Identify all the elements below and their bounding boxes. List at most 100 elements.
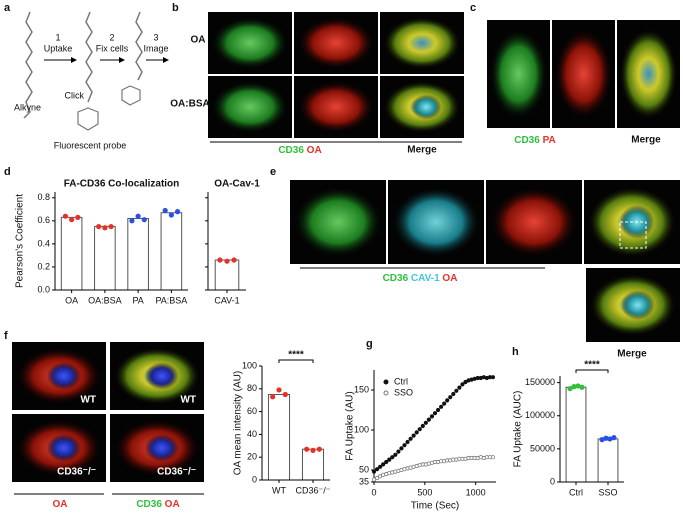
cell-signal	[554, 28, 613, 120]
chart-title: FA-CD36 Co-localization	[64, 179, 180, 190]
micrographs	[12, 12, 680, 482]
cell-signal	[297, 16, 375, 70]
legend-word: CD36	[514, 135, 540, 146]
legend: OA	[53, 499, 68, 510]
legend-label: Ctrl	[394, 376, 408, 386]
y-tick-label: 100	[242, 360, 257, 370]
probe-label: Fluorescent probe	[54, 140, 127, 150]
x-tick-label: 1000	[466, 487, 486, 497]
legend-word: OA	[307, 145, 322, 156]
nucleus	[411, 94, 442, 120]
data-point	[270, 394, 276, 400]
data-point	[435, 407, 441, 413]
data-point	[174, 209, 181, 215]
data-point	[607, 436, 613, 442]
image-tag: WT	[80, 395, 96, 406]
data-point	[217, 257, 223, 263]
bar	[565, 386, 587, 483]
bar	[160, 212, 183, 291]
panel-letter: h	[512, 346, 519, 358]
data-point	[231, 257, 237, 263]
bar	[301, 448, 325, 481]
data-point	[168, 212, 174, 218]
data-point	[96, 223, 102, 230]
image-tag: CD36⁻/⁻	[157, 467, 196, 478]
legend: CD36 OA	[278, 145, 321, 156]
panel-letter: e	[270, 166, 276, 178]
y-tick-label: 0.4	[37, 238, 50, 248]
nucleus	[46, 362, 81, 390]
legend: CD36 PA	[514, 135, 556, 146]
y-tick-label: 0.8	[37, 192, 50, 202]
legend-word: OA	[165, 499, 180, 510]
legend-word: CD36	[383, 273, 409, 284]
legend-word: CD36	[136, 499, 162, 510]
nucleus	[620, 290, 655, 320]
data-point	[135, 213, 141, 219]
cell-signal	[293, 186, 383, 258]
data-point	[141, 217, 147, 223]
data-point	[599, 437, 605, 443]
data-point	[423, 420, 428, 425]
step-label: Uptake	[44, 43, 73, 53]
data-point	[445, 398, 450, 403]
y-tick-label: 150000	[525, 377, 555, 387]
bar	[94, 226, 116, 291]
charts: OA OA:BSA PA PA:BSA 0.0 0.2 0.4 0.6 0.8 Pearson's…	[15, 179, 624, 512]
x-tick-label: WT	[272, 485, 286, 495]
data-point	[310, 447, 316, 453]
data-point	[108, 223, 114, 230]
cell-signal	[489, 186, 579, 258]
cell-signal	[489, 28, 548, 120]
bar	[127, 218, 149, 291]
data-point	[374, 467, 380, 472]
data-point	[377, 464, 383, 469]
legend: CD36 OA	[136, 499, 179, 510]
data-point	[414, 430, 419, 435]
data-point	[381, 462, 386, 467]
data-point	[490, 455, 496, 460]
x-tick-label: CAV-1	[214, 295, 239, 305]
y-tick-label: 50000	[530, 443, 555, 453]
bar	[597, 438, 619, 483]
chart-title: OA-Cav-1	[214, 179, 260, 190]
legend-marker	[383, 379, 389, 385]
data-point	[102, 225, 108, 231]
panel-letter: g	[366, 338, 373, 350]
step-label: Fix cells	[96, 43, 129, 53]
y-axis-label: FA Uptake (AUC)	[513, 391, 524, 468]
data-point	[396, 449, 401, 454]
cell-signal	[391, 186, 481, 258]
cell-signal	[211, 80, 289, 134]
data-point	[442, 401, 447, 406]
data-point	[387, 457, 392, 462]
data-point	[405, 439, 410, 445]
y-tick-label: 20	[247, 452, 257, 462]
x-tick-label: 500	[417, 487, 432, 497]
data-point	[429, 414, 435, 419]
data-point	[438, 404, 444, 409]
data-point	[460, 382, 465, 387]
legend: Merge	[617, 349, 647, 360]
cell-signal	[383, 16, 461, 70]
y-tick-label: 0	[550, 476, 555, 486]
fatty-acid-chain	[135, 11, 143, 81]
x-axis-label: Time (Sec)	[411, 501, 460, 512]
data-point	[390, 455, 395, 460]
zoom-box	[619, 221, 647, 249]
data-point	[490, 375, 496, 380]
data-point	[426, 417, 431, 422]
legend-label: SSO	[394, 387, 413, 397]
nucleus	[144, 434, 179, 462]
cell-signal	[211, 16, 289, 70]
fatty-acid-chain	[23, 11, 33, 119]
data-point	[62, 213, 69, 219]
y-axis-label: OA mean intensity (AU)	[233, 371, 244, 475]
bar	[60, 216, 83, 291]
nucleus	[46, 434, 81, 462]
nucleus	[144, 362, 179, 390]
significance-bracket	[575, 369, 609, 373]
data-point	[571, 384, 577, 390]
cell-signal	[619, 28, 678, 120]
